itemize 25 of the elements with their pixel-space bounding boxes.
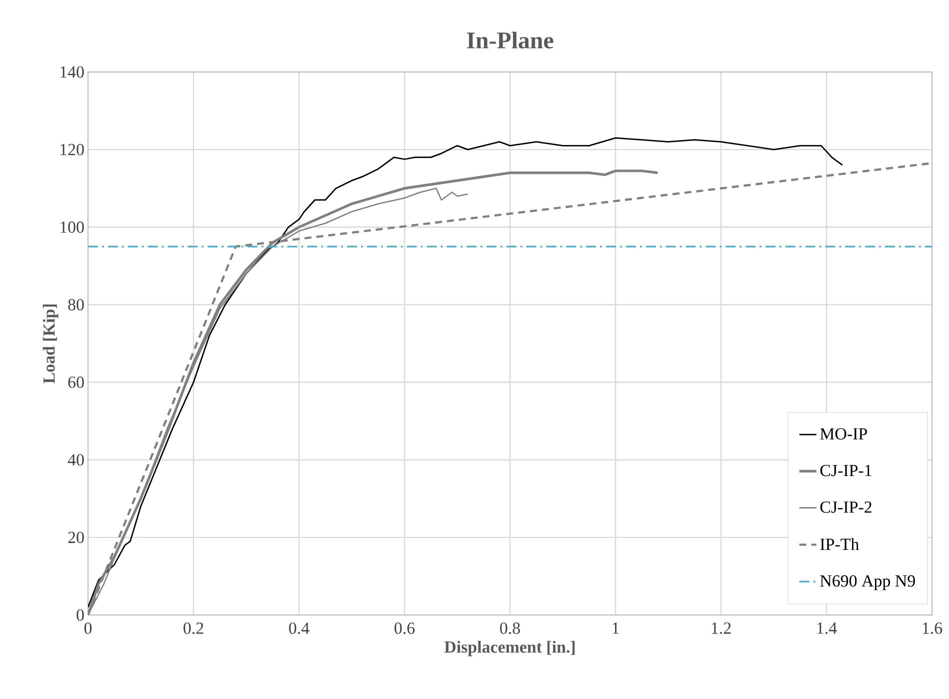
y-tick-label: 0	[76, 609, 84, 621]
chart-title: In-Plane	[466, 32, 554, 49]
legend-label: IP-Th	[820, 538, 859, 550]
x-tick-label: 1	[612, 622, 619, 634]
x-tick-label: 0.8	[500, 622, 520, 634]
y-tick-label: 20	[68, 532, 84, 544]
legend-label: N690 App N9	[820, 575, 915, 590]
x-tick-label: 1.2	[712, 622, 731, 634]
y-tick-label: 120	[60, 144, 84, 156]
y-tick-label: 80	[68, 298, 84, 310]
y-axis-title: Load [Kip]	[42, 304, 58, 384]
x-axis-title: Displacement [in.]	[444, 640, 575, 656]
legend-label: CJ-IP-2	[820, 501, 872, 513]
x-tick-label: 1.6	[922, 622, 942, 634]
x-tick-label: 0	[84, 622, 92, 634]
legend-label: MO-IP	[820, 428, 867, 440]
y-tick-label: 40	[68, 454, 84, 466]
legend-label: CJ-IP-1	[820, 464, 872, 476]
x-tick-label: 1.4	[817, 622, 837, 634]
x-tick-label: 0.2	[184, 622, 204, 634]
x-tick-label: 0.4	[289, 622, 310, 634]
x-tick-label: 0.6	[394, 622, 415, 634]
y-tick-label: 140	[60, 66, 84, 78]
y-tick-label: 100	[60, 221, 84, 233]
y-tick-label: 60	[68, 376, 84, 388]
